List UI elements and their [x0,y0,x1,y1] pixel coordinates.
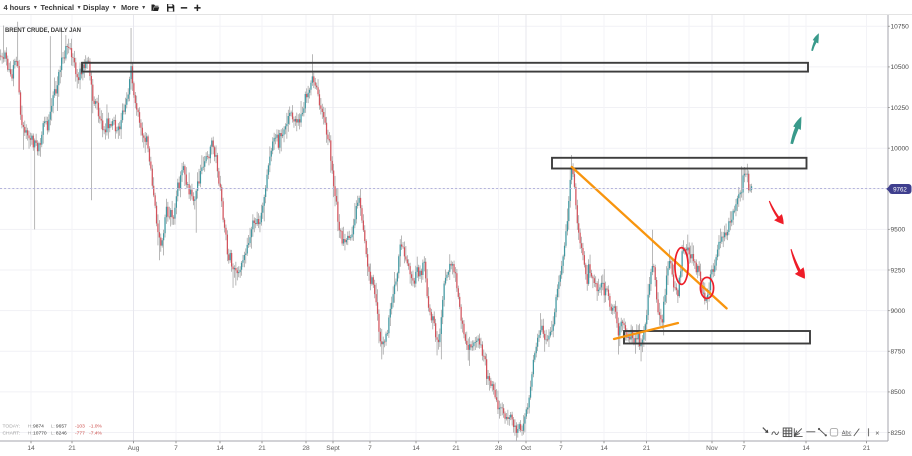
svg-text:-103: -103 [75,424,85,430]
svg-text:10750: 10750 [891,24,910,31]
svg-text:14: 14 [600,445,608,452]
svg-text:8250: 8250 [891,430,906,437]
svg-text:7: 7 [742,445,746,452]
svg-text:10000: 10000 [891,146,910,153]
svg-text:Sept: Sept [326,445,340,452]
svg-text:7: 7 [174,445,178,452]
svg-text:CHART:: CHART: [3,431,21,437]
svg-text:9762: 9762 [893,186,907,193]
svg-text:21: 21 [258,445,266,452]
svg-text:21: 21 [863,445,871,452]
svg-text:9000: 9000 [891,308,906,315]
svg-text:21: 21 [643,445,651,452]
svg-text:9250: 9250 [891,267,906,274]
svg-text:7: 7 [559,445,563,452]
svg-text:×: × [875,428,879,437]
svg-text:14: 14 [412,445,420,452]
svg-text:10250: 10250 [891,105,910,112]
svg-text:BRENT CRUDE, DAILY JAN: BRENT CRUDE, DAILY JAN [5,28,81,34]
svg-text:Aug: Aug [128,445,140,452]
svg-text:L:: L: [51,431,55,437]
svg-text:H:: H: [28,424,33,430]
svg-text:10500: 10500 [891,64,910,71]
svg-text:8246: 8246 [56,431,67,437]
svg-text:-7.4%: -7.4% [89,431,102,437]
svg-text:Abc: Abc [842,430,852,436]
svg-text:-1.0%: -1.0% [89,424,102,430]
svg-text:9657: 9657 [56,424,67,430]
svg-text:Oct: Oct [521,445,531,452]
svg-text:14: 14 [216,445,224,452]
svg-text:Nov: Nov [706,445,718,452]
svg-text:28: 28 [495,445,503,452]
svg-text:14: 14 [27,445,35,452]
svg-text:H:: H: [28,431,33,437]
svg-text:TODAY:: TODAY: [3,424,20,430]
svg-text:10770: 10770 [33,431,47,437]
svg-text:9874: 9874 [33,424,44,430]
svg-text:14: 14 [802,445,810,452]
svg-text:21: 21 [452,445,460,452]
svg-text:7: 7 [368,445,372,452]
svg-text:9500: 9500 [891,227,906,234]
svg-text:-777: -777 [75,431,85,437]
svg-text:8750: 8750 [891,349,906,356]
svg-text:L:: L: [51,424,55,430]
svg-text:21: 21 [68,445,76,452]
svg-text:8500: 8500 [891,389,906,396]
svg-text:28: 28 [302,445,310,452]
